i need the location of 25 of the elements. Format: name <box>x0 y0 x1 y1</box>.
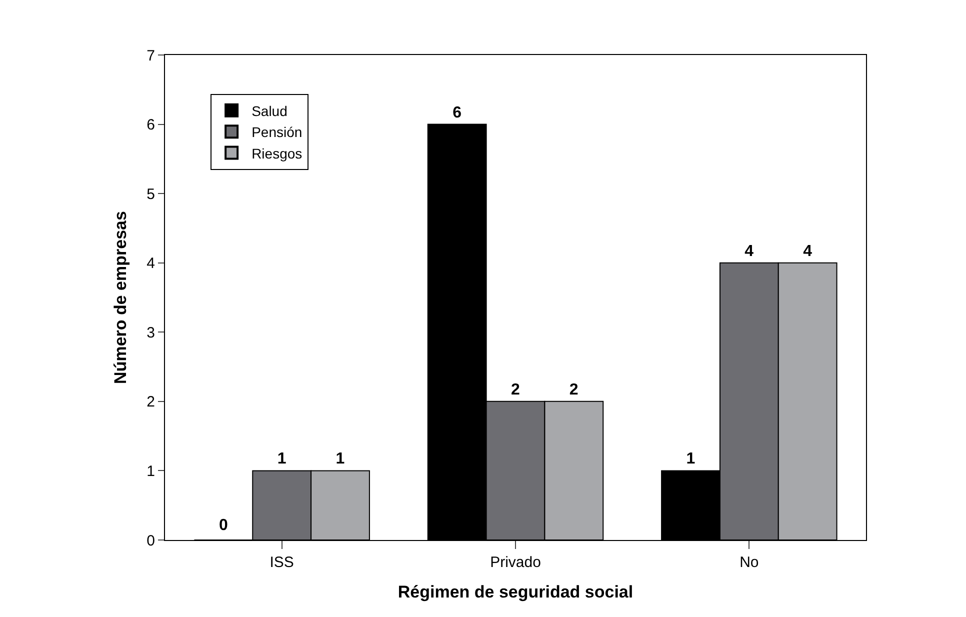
y-tick-label: 3 <box>146 324 155 342</box>
x-axis-title: Régimen de seguridad social <box>398 582 634 602</box>
data-label: 2 <box>511 381 520 398</box>
x-tick-label: Privado <box>490 554 541 571</box>
legend-label: Pensión <box>252 124 302 140</box>
legend-label: Salud <box>252 102 288 119</box>
y-tick-label: 0 <box>146 532 155 550</box>
data-label: 6 <box>452 104 462 122</box>
data-label: 4 <box>803 242 812 260</box>
y-axis-title: Número de empresas <box>111 211 130 384</box>
data-label: 1 <box>686 450 696 468</box>
legend-label: Riesgos <box>252 145 302 162</box>
y-tick-label: 4 <box>146 255 155 272</box>
data-label: 1 <box>277 450 286 468</box>
data-label: 4 <box>744 242 754 260</box>
x-tick-label: No <box>740 554 759 571</box>
y-tick-label: 2 <box>146 394 155 411</box>
annotation: 0 <box>219 517 228 534</box>
data-label: 2 <box>569 381 578 398</box>
y-tick-label: 7 <box>146 47 155 64</box>
y-tick-label: 6 <box>146 116 155 134</box>
x-tick-label: ISS <box>270 554 294 571</box>
y-tick-label: 1 <box>146 462 155 480</box>
y-tick-label: 5 <box>146 186 155 203</box>
data-label: 1 <box>336 450 345 468</box>
